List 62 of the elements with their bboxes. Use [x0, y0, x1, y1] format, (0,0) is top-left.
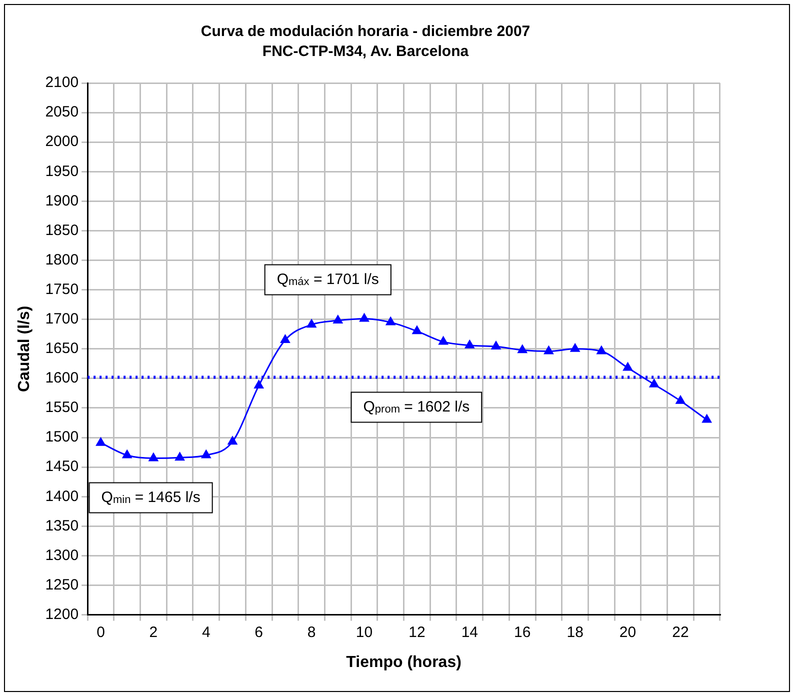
point: [490, 340, 502, 350]
point: [596, 345, 607, 354]
point: [570, 342, 580, 352]
point: [200, 449, 212, 458]
annotation: Qmin = 1465 l/s: [101, 488, 200, 506]
y-tick-label: 2050: [45, 104, 79, 121]
point: [254, 380, 264, 389]
y-tick-label: 1450: [45, 458, 79, 476]
x-tick-label: 18: [566, 624, 584, 641]
y-tick-label: 2100: [45, 74, 79, 92]
y-tick-label: 1750: [45, 280, 79, 298]
point: [332, 314, 344, 324]
y-tick-label: 1500: [45, 428, 79, 446]
point: [412, 325, 422, 334]
point: [96, 436, 106, 446]
chart-subtitle: FNC-CTP-M34, Av. Barcelona: [262, 43, 470, 60]
chart-title: Curva de modulación horaria - diciembre 2007: [200, 23, 530, 40]
point: [464, 339, 475, 348]
y-tick-label: 1200: [45, 606, 79, 623]
y-tick-label: 1650: [45, 340, 79, 358]
point: [517, 344, 528, 354]
point: [622, 362, 633, 371]
point: [148, 452, 159, 462]
annotation: Qmáx = 1701 l/s: [276, 270, 379, 288]
point: [306, 318, 317, 328]
point: [280, 334, 290, 344]
x-tick-label: 8: [307, 624, 316, 641]
x-tick-label: 6: [254, 624, 264, 641]
y-tick-label: 2000: [45, 133, 79, 150]
ref-line-label: Qprom = 1602 l/s: [363, 398, 470, 416]
x-tick-label: 20: [619, 624, 636, 641]
x-tick-label: 10: [356, 624, 373, 641]
point: [702, 414, 712, 423]
y-tick-label: 1700: [45, 310, 79, 328]
y-tick-label: 1300: [45, 546, 79, 564]
y-tick-label: 1250: [45, 576, 79, 594]
point: [227, 436, 238, 445]
x-tick-label: 12: [408, 624, 426, 641]
point: [675, 394, 686, 404]
x-tick-label: 16: [514, 624, 531, 641]
x-tick-label: 2: [149, 624, 158, 641]
y-tick-label: 1350: [45, 517, 79, 534]
y-tick-label: 1950: [45, 162, 79, 180]
y-tick-label: 1900: [45, 192, 79, 210]
point: [438, 336, 449, 345]
x-axis-title: Tiempo (horas): [346, 654, 462, 671]
y-tick-label: 1550: [45, 399, 79, 416]
point: [359, 312, 370, 322]
x-tick-label: 14: [461, 624, 478, 641]
y-tick-label: 1800: [45, 251, 79, 268]
y-tick-label: 1400: [45, 488, 79, 505]
point: [648, 378, 660, 388]
y-tick-label: 1850: [45, 222, 79, 239]
x-tick-label: 22: [672, 624, 689, 641]
point: [174, 452, 185, 461]
point: [122, 449, 132, 458]
x-tick-label: 4: [202, 624, 210, 641]
x-tick-label: 0: [96, 624, 105, 641]
point: [385, 316, 396, 326]
y-axis-title: Caudal (l/s): [16, 306, 34, 392]
point: [544, 345, 554, 354]
y-tick-label: 1600: [45, 370, 79, 387]
